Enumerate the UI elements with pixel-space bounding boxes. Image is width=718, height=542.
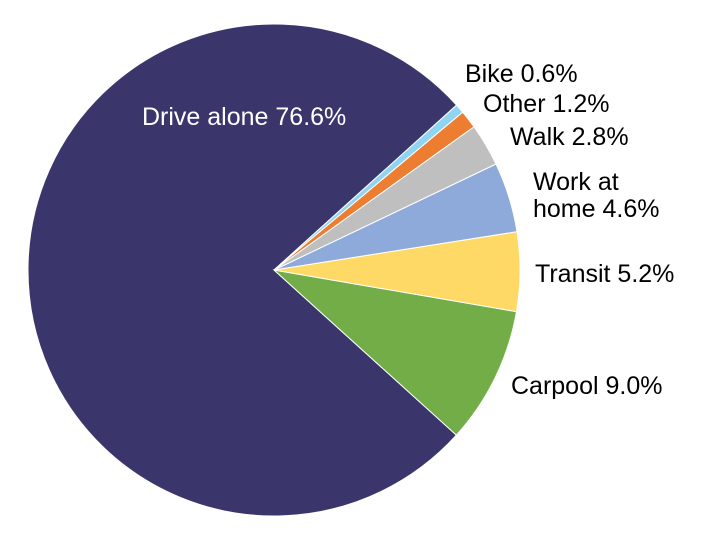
- slice-label-transit: Transit 5.2%: [535, 260, 675, 288]
- slice-label-other: Other 1.2%: [483, 90, 610, 118]
- pie-slice-carpool: [272, 269, 518, 436]
- slice-label-drive-alone: Drive alone 76.6%: [142, 103, 347, 131]
- slice-label-bike: Bike 0.6%: [465, 60, 578, 88]
- slice-label-carpool: Carpool 9.0%: [511, 372, 663, 400]
- slice-label-work-at-home: Work at home 4.6%: [533, 168, 660, 223]
- pie-slice-bike: [273, 104, 464, 271]
- pie-slice-drive-alone: [27, 23, 458, 517]
- slice-label-walk: Walk 2.8%: [510, 123, 629, 151]
